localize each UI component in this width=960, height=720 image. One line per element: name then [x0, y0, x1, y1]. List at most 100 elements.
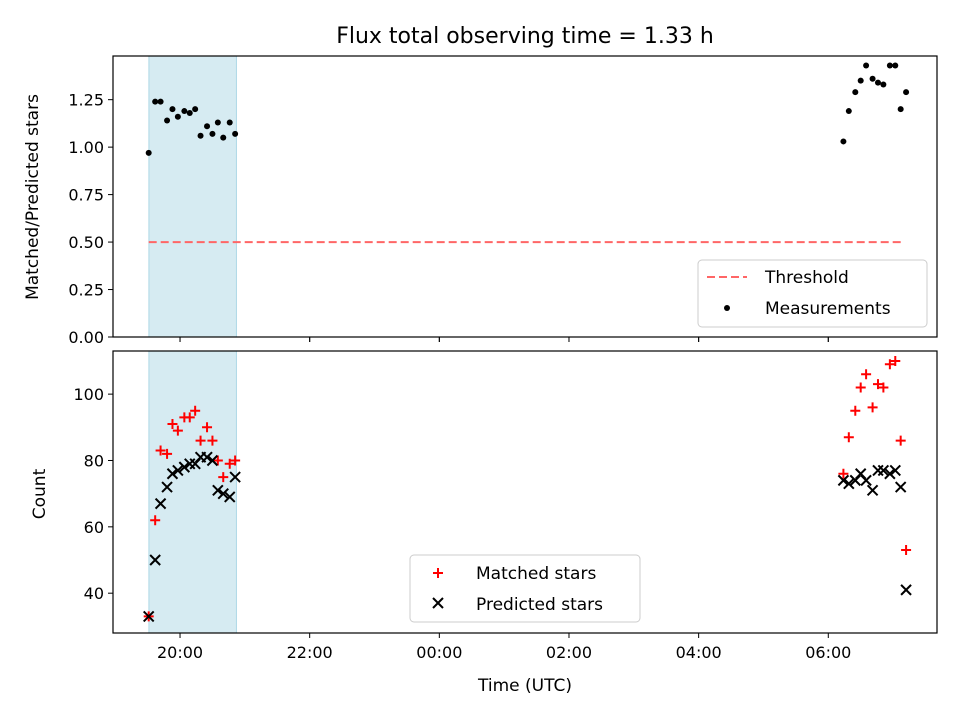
top-ylabel: Matched/Predicted stars — [23, 94, 43, 300]
matched-star-point — [207, 435, 218, 446]
predicted-star-point — [178, 461, 191, 473]
predicted-star-point — [212, 484, 224, 497]
top-legend-box — [697, 259, 928, 328]
measurement-point — [152, 98, 159, 105]
measurement-point — [192, 106, 199, 113]
predicted-star-point — [837, 474, 850, 487]
predicted-star-point — [900, 584, 912, 596]
measurement-point — [886, 62, 893, 69]
measurement-point — [840, 138, 847, 145]
predicted-star-point — [154, 497, 167, 510]
xtick-label: 02:00 — [546, 643, 592, 662]
xtick-label: 20:00 — [157, 643, 203, 662]
top-axes-frame — [112, 55, 938, 338]
legend-measurements-label: Measurements — [765, 299, 891, 319]
xtick-label: 00:00 — [416, 643, 462, 662]
measurement-point — [897, 106, 904, 113]
matched-star-point — [212, 455, 223, 466]
measurement-point — [892, 62, 899, 69]
matched-star-point — [850, 405, 861, 416]
top-ytick-label: 0.25 — [68, 281, 104, 300]
matched-star-point — [218, 472, 229, 483]
measurement-point — [181, 108, 188, 115]
measurement-point — [204, 123, 211, 130]
xtick-label: 06:00 — [805, 643, 851, 662]
matched-star-point — [872, 379, 883, 390]
predicted-star-point — [889, 464, 901, 477]
predicted-star-point — [894, 481, 907, 493]
measurement-point — [157, 98, 164, 105]
x-axis-label: Time (UTC) — [477, 676, 572, 696]
predicted-star-point — [172, 464, 184, 477]
bottom-ytick-label: 100 — [73, 385, 104, 404]
measurement-point — [869, 75, 876, 82]
measurement-point — [857, 77, 864, 84]
measurement-point — [214, 119, 221, 126]
top-ytick-label: 0.00 — [68, 328, 104, 347]
predicted-star-point — [884, 468, 896, 480]
predicted-star-point — [224, 491, 236, 503]
matched-star-point — [167, 418, 178, 429]
chart-title: Flux total observing time = 1.33 h — [336, 24, 714, 49]
matched-star-point — [901, 545, 912, 556]
measurement-point — [186, 109, 193, 116]
matched-star-point — [202, 422, 213, 433]
predicted-star-point — [217, 487, 229, 500]
matched-star-point — [890, 355, 901, 366]
matched-star-point — [855, 382, 866, 393]
measurement-point — [164, 117, 171, 124]
predicted-star-point — [860, 474, 872, 487]
predicted-star-point — [877, 464, 890, 477]
matched-star-point — [150, 515, 161, 526]
legend-predicted-label: Predicted stars — [476, 595, 603, 615]
matched-star-point — [195, 435, 206, 446]
top-ytick-label: 0.75 — [68, 186, 104, 205]
matched-star-point — [895, 435, 906, 446]
matched-star-point — [184, 412, 195, 423]
matched-star-point — [155, 445, 166, 456]
matched-star-point — [838, 468, 849, 479]
measurement-point — [852, 89, 859, 96]
plot-layer: 0.00 0.25 0.50 0.75 1.00 1.25 Threshold Measure… — [68, 55, 938, 662]
top-ytick-label: 0.50 — [68, 233, 104, 252]
bottom-highlight-band — [148, 350, 237, 634]
measurement-point — [880, 81, 887, 88]
matched-star-point — [162, 448, 173, 459]
bottom-axes-frame — [112, 350, 938, 634]
matched-star-point — [878, 382, 889, 393]
measurement-point — [863, 62, 870, 69]
bottom-ytick-label: 40 — [84, 584, 104, 603]
measurement-point — [209, 130, 216, 137]
matched-star-point — [884, 359, 895, 370]
top-ytick-label: 1.00 — [68, 138, 104, 157]
legend-predicted-swatch — [432, 597, 444, 609]
predicted-star-point — [149, 554, 161, 566]
legend-threshold-label: Threshold — [764, 268, 849, 288]
matched-star-point — [172, 425, 183, 436]
measurement-point — [226, 119, 233, 126]
measurement-point — [232, 130, 239, 137]
top-highlight-band — [148, 55, 237, 338]
predicted-star-point — [166, 468, 179, 480]
predicted-star-point — [866, 484, 879, 497]
legend-matched-swatch — [433, 568, 443, 578]
xtick-label: 22:00 — [287, 643, 333, 662]
matched-star-point — [867, 402, 878, 413]
measurement-point — [174, 113, 181, 120]
measurement-point — [197, 132, 204, 139]
predicted-star-point — [229, 471, 241, 483]
predicted-star-point — [161, 481, 173, 493]
measurement-point — [874, 79, 881, 86]
measurement-point — [169, 106, 176, 113]
measurement-point — [220, 134, 227, 141]
top-ytick-label: 1.25 — [68, 91, 104, 110]
measurement-point — [145, 149, 152, 156]
matched-star-point — [230, 455, 241, 466]
matched-star-point — [843, 432, 854, 443]
predicted-star-point — [872, 464, 884, 477]
matched-star-point — [224, 458, 235, 469]
predicted-star-point — [206, 454, 219, 467]
predicted-star-point — [843, 477, 855, 490]
matched-star-point — [190, 405, 201, 416]
measurement-point — [845, 108, 852, 115]
